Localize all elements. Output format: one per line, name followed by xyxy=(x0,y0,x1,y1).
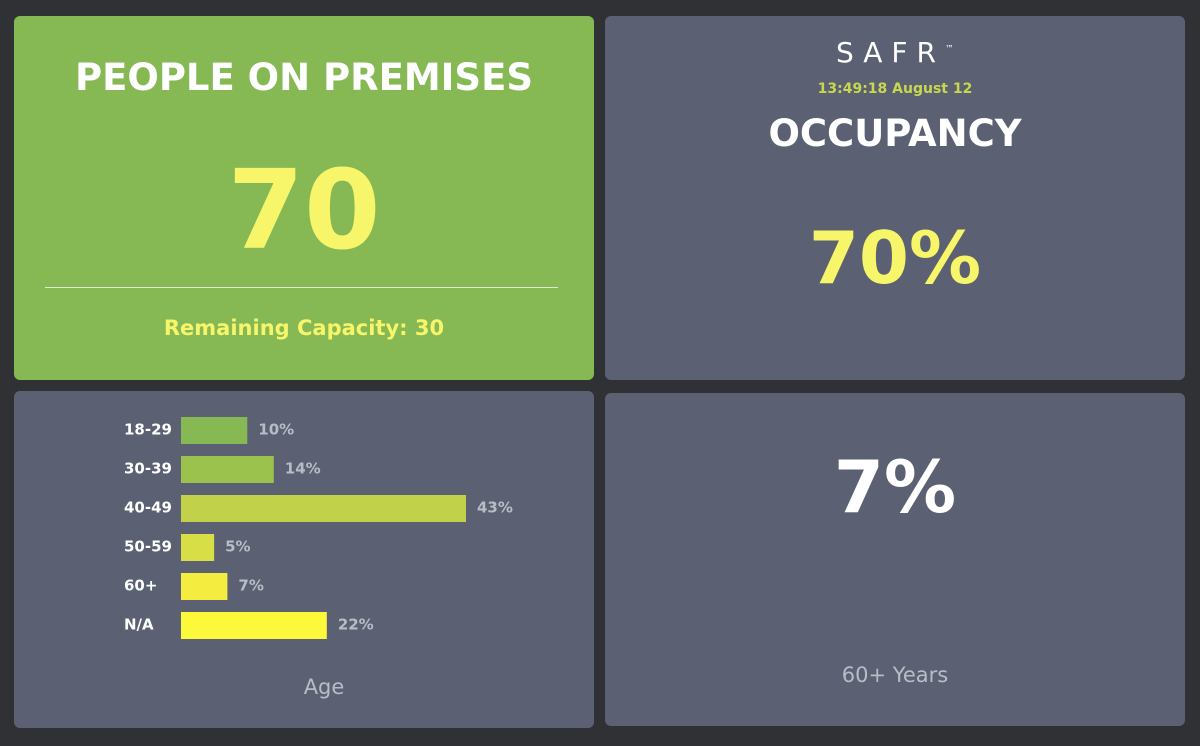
logo-text: SAFR xyxy=(835,36,945,69)
divider xyxy=(45,287,558,288)
category-label: 30-39 xyxy=(124,460,172,478)
occupancy-panel: SAFR™ 13:49:18 August 12 OCCUPANCY 70% xyxy=(605,16,1185,380)
value-label: 10% xyxy=(258,421,294,439)
value-label: 5% xyxy=(225,538,250,556)
occupancy-value: 70% xyxy=(808,216,982,300)
value-label: 14% xyxy=(285,460,321,478)
senior-label: 60+ Years xyxy=(841,663,949,687)
bar xyxy=(181,417,248,444)
remaining-capacity: Remaining Capacity: 30 xyxy=(163,316,445,340)
people-count: 70 xyxy=(227,146,381,274)
age-panel: 18-29 10% 30-39 14% 40-49 43% 50-59 5% 60+ 7% N/A 2… xyxy=(14,391,594,728)
category-label: 18-29 xyxy=(124,421,172,439)
panel-title: OCCUPANCY xyxy=(768,112,1022,155)
value-label: 43% xyxy=(477,499,513,517)
timestamp: 13:49:18 August 12 xyxy=(817,81,973,97)
axis-label: Age xyxy=(304,675,345,699)
logo: SAFR™ xyxy=(605,36,1185,69)
value-label: 7% xyxy=(238,577,263,595)
age-chart: 18-29 10% 30-39 14% 40-49 43% 50-59 5% 60+ 7% N/A 2… xyxy=(124,417,513,699)
category-label: N/A xyxy=(124,616,154,634)
category-label: 60+ xyxy=(124,577,157,595)
logo-tm: ™ xyxy=(945,44,954,55)
bar xyxy=(181,612,327,639)
bar xyxy=(181,495,466,522)
people-panel: PEOPLE ON PREMISES 70 Remaining Capacity… xyxy=(14,16,594,380)
category-label: 40-49 xyxy=(124,499,172,517)
category-label: 50-59 xyxy=(124,538,172,556)
value-label: 22% xyxy=(338,616,374,634)
senior-panel: 7% 60+ Years xyxy=(605,393,1185,726)
bar xyxy=(181,534,215,561)
bar xyxy=(181,456,274,483)
senior-value: 7% xyxy=(833,445,957,529)
bar xyxy=(181,573,228,600)
panel-title: PEOPLE ON PREMISES xyxy=(74,56,534,99)
